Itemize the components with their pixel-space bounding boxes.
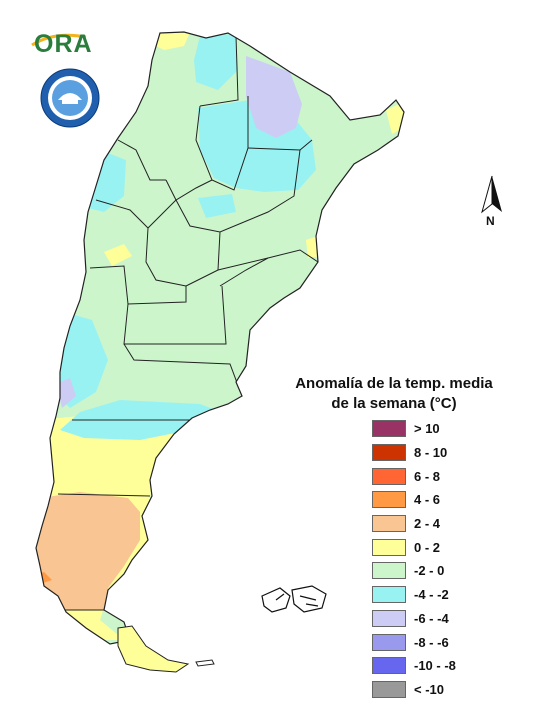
ora-logo-text: ORA — [34, 30, 93, 58]
tierra-del-fuego — [117, 625, 190, 673]
legend-label: > 10 — [414, 421, 440, 437]
legend-item: 8 - 10 — [372, 441, 456, 465]
zone-colder-northeast — [246, 56, 302, 138]
legend-item: -8 - -6 — [372, 630, 456, 654]
north-arrow-icon — [481, 175, 502, 214]
malvinas-islands — [261, 585, 327, 613]
legend-item: > 10 — [372, 417, 456, 441]
argentina-border — [35, 31, 405, 645]
isla-estados — [195, 659, 215, 667]
smn-seal-logo — [40, 68, 100, 128]
legend-title-line1: Anomalía de la temp. media — [295, 375, 493, 392]
legend-label: 4 - 6 — [414, 492, 441, 508]
legend-item: -10 - -8 — [372, 654, 456, 678]
legend-item: -4 - -2 — [372, 583, 456, 607]
legend-title: Anomalía de la temp. media de la semana … — [290, 374, 498, 414]
legend-swatch — [372, 609, 406, 627]
legend-swatch — [372, 538, 406, 556]
legend-label: -6 - -4 — [414, 610, 449, 626]
legend-label: < -10 — [414, 681, 444, 697]
legend-label: 2 - 4 — [414, 516, 441, 532]
legend-item: 6 - 8 — [372, 464, 456, 488]
zone-cold-spot-1 — [260, 344, 276, 358]
legend-swatch — [372, 680, 406, 698]
legend-item: < -10 — [372, 678, 456, 701]
legend-swatch — [372, 444, 406, 462]
zone-warm-north-tip — [150, 32, 190, 50]
legend-item: 2 - 4 — [372, 512, 456, 536]
zone-colder-andes — [56, 378, 76, 408]
legend-item: -6 - -4 — [372, 607, 456, 631]
legend-label: -10 - -8 — [414, 658, 456, 674]
legend: > 10 8 - 10 6 - 8 4 - 6 2 - 4 0 - 2 -2 - 0 -4 -… — [372, 417, 456, 701]
legend-item: 0 - 2 — [372, 535, 456, 559]
legend-swatch — [372, 633, 406, 651]
zone-warmer-south — [36, 492, 140, 610]
zone-cold-spot-2 — [296, 314, 308, 326]
legend-label: -2 - 0 — [414, 563, 445, 579]
zone-warm-northeast-tip — [386, 102, 404, 134]
legend-label: -8 - -6 — [414, 634, 449, 650]
ora-logo: ORA — [31, 30, 93, 59]
anomaly-zones — [36, 32, 404, 640]
legend-swatch — [372, 657, 406, 675]
legend-swatch — [372, 491, 406, 509]
legend-swatch — [372, 586, 406, 604]
province-borders — [57, 35, 319, 611]
legend-swatch — [372, 420, 406, 438]
zone-warm-cuyo-spot — [104, 244, 132, 266]
zone-cold-north — [194, 34, 238, 90]
legend-label: 0 - 2 — [414, 539, 441, 555]
zone-cold-spot-3 — [198, 194, 236, 218]
ora-swoosh-icon — [31, 33, 87, 47]
legend-swatch — [372, 467, 406, 485]
legend-item: 4 - 6 — [372, 488, 456, 512]
legend-swatch — [372, 515, 406, 533]
legend-swatch — [372, 562, 406, 580]
legend-label: -4 - -2 — [414, 587, 449, 603]
legend-item: -2 - 0 — [372, 559, 456, 583]
north-letter: N — [486, 214, 495, 228]
legend-title-line2: de la semana (°C) — [331, 395, 457, 412]
legend-label: 8 - 10 — [414, 445, 448, 461]
legend-label: 6 - 8 — [414, 468, 441, 484]
